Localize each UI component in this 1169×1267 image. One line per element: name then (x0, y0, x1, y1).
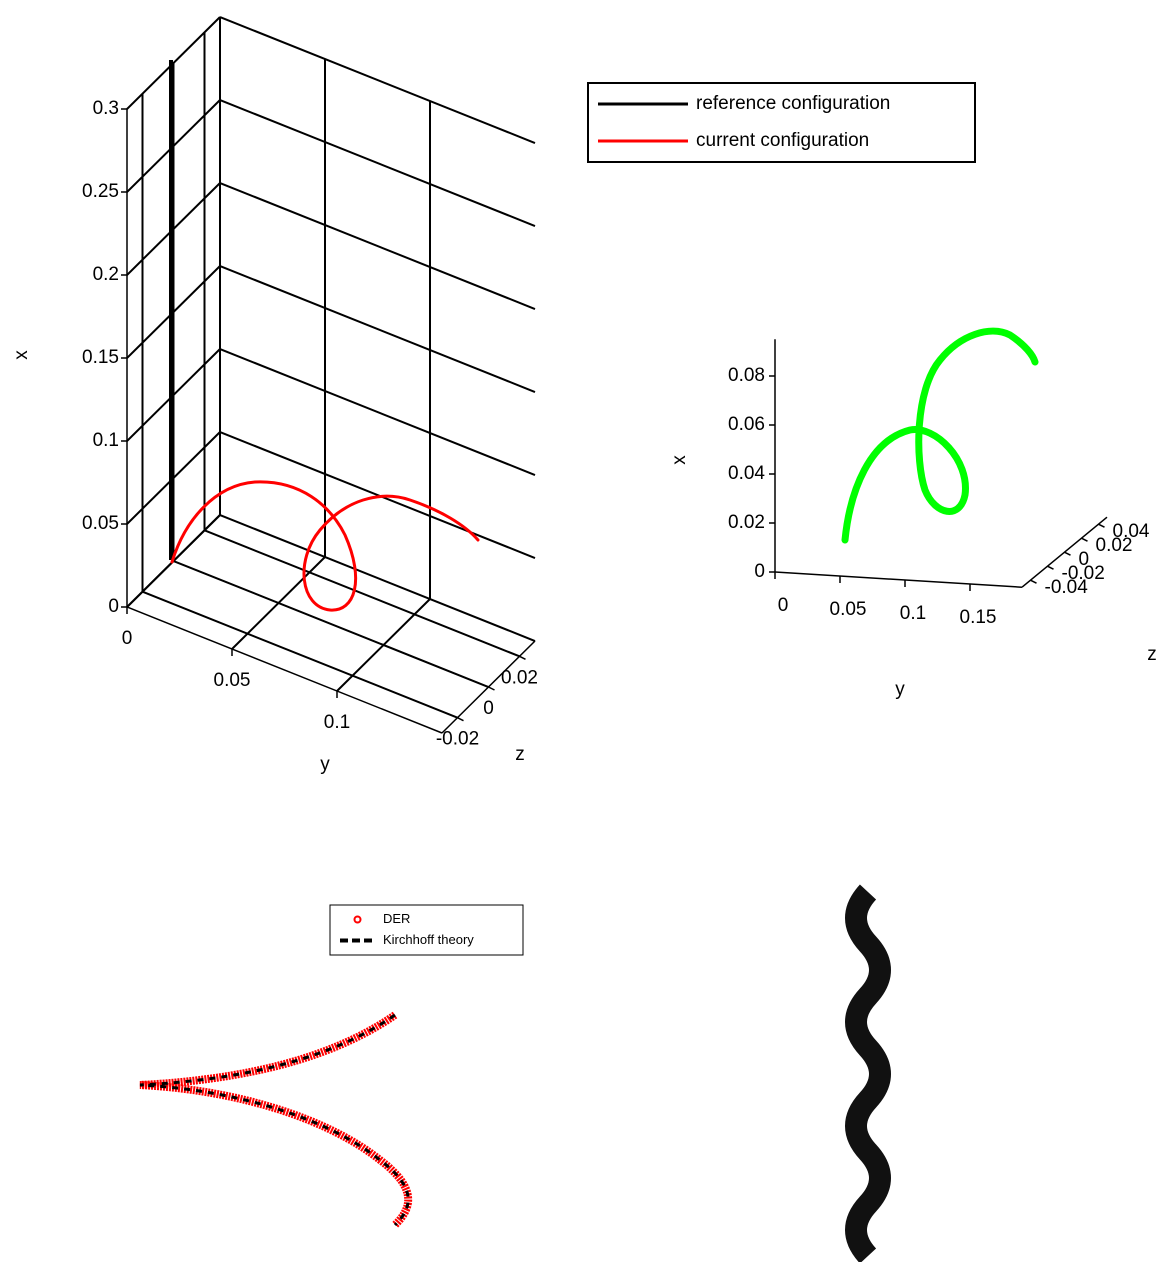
grid-line (220, 432, 535, 558)
y-tick-label: 0.1 (900, 603, 926, 624)
grid-line (220, 515, 535, 641)
z-tick-label: 0.02 (501, 667, 538, 688)
x-tick-label: 0.3 (93, 98, 119, 119)
x-tick-label: 0.08 (728, 365, 765, 386)
x-tick-label: 0.06 (728, 414, 765, 435)
y-axis (775, 572, 1022, 587)
x-tick-label: 0 (754, 561, 765, 582)
legend-label: reference configuration (696, 93, 890, 114)
grid-line (220, 349, 535, 475)
rod-rendering (856, 892, 880, 1256)
legend-label: DER (383, 911, 410, 926)
tick-mark (1065, 552, 1071, 555)
grid-line (220, 17, 535, 143)
x-tick-label: 0.04 (728, 463, 765, 484)
y-tick-label: 0.05 (214, 670, 251, 691)
y-tick-label: 0.15 (960, 607, 997, 628)
tick-mark (458, 718, 464, 721)
y-tick-label: 0.05 (830, 599, 867, 620)
x-tick-label: 0.2 (93, 264, 119, 285)
curve (845, 331, 1035, 540)
y-axis (127, 607, 442, 733)
y-tick-label: 0 (122, 628, 133, 649)
y-axis-label: y (320, 754, 330, 775)
grid-line (220, 266, 535, 392)
legend-box (330, 905, 523, 955)
z-axis-label: z (1147, 644, 1157, 665)
x-tick-label: 0.1 (93, 430, 119, 451)
der-curve (140, 1015, 408, 1225)
tick-mark (1099, 524, 1105, 527)
tick-mark (1048, 566, 1054, 569)
y-axis-label: y (895, 679, 905, 700)
z-tick-label: -0.02 (436, 729, 479, 750)
figure: 00.050.10.150.20.250.300.050.1-0.0200.02… (0, 0, 1169, 1262)
x-tick-label: 0.15 (82, 347, 119, 368)
tick-mark (520, 656, 526, 659)
z-axis-label: z (515, 744, 525, 765)
legend-label: current configuration (696, 130, 869, 151)
y-tick-label: 0.1 (324, 712, 350, 733)
tick-mark (489, 687, 495, 690)
grid-line (220, 183, 535, 309)
kirchhoff-curve (140, 1015, 408, 1225)
z-tick-label: 0.04 (1113, 521, 1150, 542)
x-axis-label: x (11, 350, 32, 360)
x-tick-label: 0.25 (82, 181, 119, 202)
tick-mark (1031, 580, 1037, 583)
y-tick-label: 0 (778, 595, 789, 616)
z-tick-label: 0 (1079, 549, 1090, 570)
x-axis-label: x (669, 455, 690, 465)
z-tick-label: 0 (483, 698, 494, 719)
legend-label: Kirchhoff theory (383, 932, 474, 947)
grid-line (220, 100, 535, 226)
x-tick-label: 0.02 (728, 512, 765, 533)
tick-mark (1082, 538, 1088, 541)
x-tick-label: 0.05 (82, 513, 119, 534)
x-tick-label: 0 (108, 596, 119, 617)
